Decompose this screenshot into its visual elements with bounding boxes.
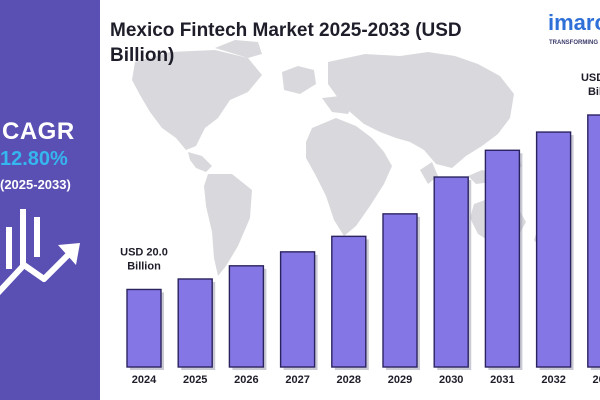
x-tick-label-2029: 2029 <box>388 374 412 386</box>
svg-text:imarc: imarc <box>548 10 600 35</box>
x-tick-label-2031: 2031 <box>490 374 514 386</box>
bar-2031 <box>484 149 521 368</box>
x-axis-tick-labels: 2024 2025 2026 2027 2028 2029 2030 2031 2032 2033 <box>132 374 600 386</box>
cagr-title: CAGR <box>2 118 75 145</box>
bar-2029 <box>382 213 418 368</box>
x-tick-label-2027: 2027 <box>285 374 309 386</box>
annotation-2024: USD 20.0 Billion <box>120 246 168 272</box>
x-tick-label-2024: 2024 <box>132 374 157 386</box>
x-tick-label-2026: 2026 <box>234 374 258 386</box>
cagr-sidebar: CAGR 12.80% (2025-2033) <box>0 0 100 400</box>
cagr-value: 12.80% <box>0 148 68 170</box>
bar-2027 <box>279 251 316 368</box>
svg-text:TRANSFORMING IDEAS INTO IMPACT: TRANSFORMING IDEAS INTO IMPACT <box>549 40 600 46</box>
growth-chart-icon <box>0 209 80 296</box>
x-tick-label-2025: 2025 <box>183 374 207 386</box>
x-tick-label-2033: 2033 <box>593 374 600 386</box>
imarc-logo: imarc TRANSFORMING IDEAS INTO IMPACT <box>548 10 600 46</box>
bar-2026 <box>228 265 265 368</box>
bar-series <box>126 114 600 370</box>
x-tick-label-2032: 2032 <box>541 374 565 386</box>
bar-2030 <box>433 176 469 368</box>
bar-2028 <box>331 235 367 368</box>
bar-2033 <box>587 114 600 368</box>
chart-title: Mexico Fintech Market 2025-2033 (USD Bil… <box>110 20 462 66</box>
bar-2024 <box>126 288 162 368</box>
x-tick-label-2030: 2030 <box>439 374 463 386</box>
cagr-period: (2025-2033) <box>0 177 71 192</box>
bar-2032 <box>535 131 572 368</box>
bar-2025 <box>177 278 213 368</box>
x-tick-label-2028: 2028 <box>337 374 361 386</box>
